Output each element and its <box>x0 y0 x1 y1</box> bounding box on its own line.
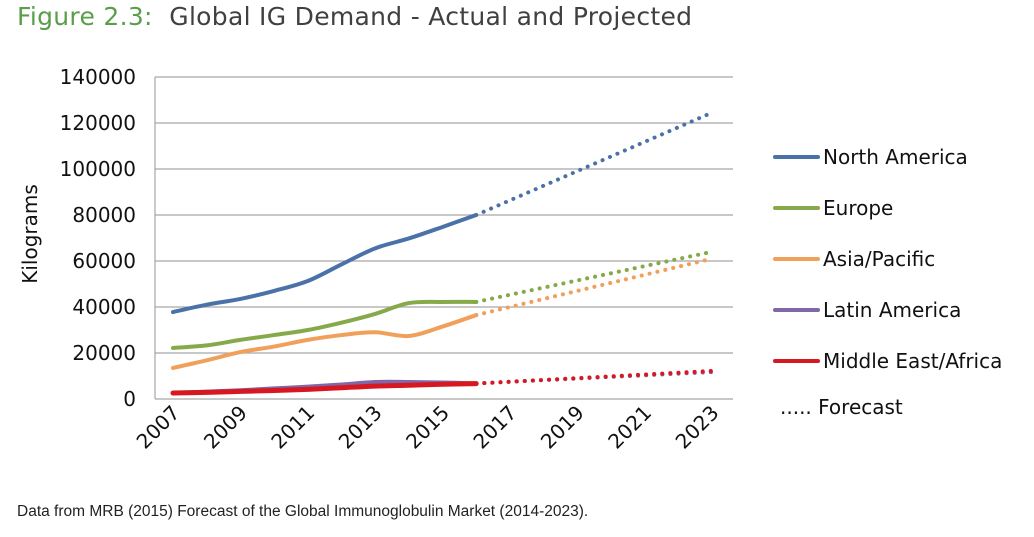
legend-label: Asia/Pacific <box>823 247 936 271</box>
legend-item: Middle East/Africa <box>773 349 1002 373</box>
series-line-europe <box>171 299 479 350</box>
legend-label: Middle East/Africa <box>823 349 1003 373</box>
x-tick-label: 2015 <box>401 401 454 454</box>
series-line-middle-east-africa <box>170 381 479 396</box>
series-lines <box>170 110 714 396</box>
x-axis-ticks: 2007 2009 2011 2013 2015 2017 2019 2021 2023 <box>132 401 724 454</box>
gridlines <box>154 76 733 400</box>
y-tick-label: 40000 <box>72 295 136 319</box>
legend-item: North America <box>773 145 968 169</box>
legend-label: North America <box>823 145 968 169</box>
y-tick-label: 80000 <box>72 203 136 227</box>
forecast-line-middle-east-africa <box>474 368 714 386</box>
x-tick-label: 2019 <box>536 401 589 454</box>
legend-label: Europe <box>823 196 894 220</box>
legend-item-forecast: ..... Forecast <box>773 395 903 419</box>
series-line-asia-pacific <box>171 313 479 370</box>
x-tick-label: 2011 <box>266 401 319 454</box>
forecast-line-asia-pacific <box>474 256 714 318</box>
legend-item: Europe <box>773 196 893 220</box>
x-tick-label: 2007 <box>132 401 185 454</box>
legend-label: Latin America <box>823 298 962 322</box>
y-axis-ticks: 0 20000 40000 60000 80000 100000 120000 140000 <box>60 65 136 411</box>
y-tick-label: 100000 <box>60 157 136 181</box>
x-tick-label: 2009 <box>199 401 252 454</box>
legend-swatch <box>773 206 820 210</box>
forecast-line-latin-america <box>474 370 714 386</box>
line-chart: 020000400006000080000100000120000140000 … <box>18 65 733 454</box>
legend-item: Latin America <box>773 298 961 322</box>
figure-title-text: Global IG Demand - Actual and Projected <box>169 2 693 31</box>
legend-label: ..... Forecast <box>780 395 903 419</box>
y-tick-label: 60000 <box>72 249 136 273</box>
y-tick-label: 120000 <box>60 111 136 135</box>
x-tick-label: 2017 <box>468 401 521 454</box>
y-tick-label: 0 <box>123 387 136 411</box>
x-tick-label: 2023 <box>671 401 724 454</box>
forecast-line-europe <box>474 249 714 304</box>
legend-swatch <box>773 308 820 312</box>
footnote: Data from MRB (2015) Forecast of the Glo… <box>17 503 589 520</box>
figure-number: Figure 2.3: <box>17 2 153 31</box>
legend-item: Asia/Pacific <box>773 247 935 271</box>
forecast-line-north-america <box>474 110 714 217</box>
y-axis-label: Kilograms <box>18 184 42 284</box>
y-tick-label: 140000 <box>60 65 136 89</box>
series-line-north-america <box>171 213 479 315</box>
legend-swatch <box>773 155 820 159</box>
legend-swatch <box>773 257 820 261</box>
figure-title: Figure 2.3: Global IG Demand - Actual an… <box>17 2 692 31</box>
x-tick-label: 2021 <box>603 401 656 454</box>
x-tick-label: 2013 <box>334 401 387 454</box>
y-tick-label: 20000 <box>72 341 136 365</box>
legend-swatch <box>773 359 820 363</box>
